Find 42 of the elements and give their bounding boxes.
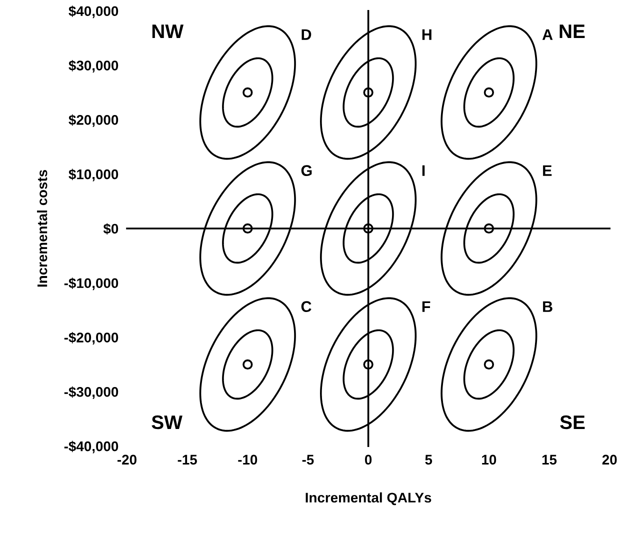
x-tick-label: 10 xyxy=(482,454,496,465)
point xyxy=(484,87,494,98)
annotation: SW xyxy=(152,415,182,430)
annotation: A xyxy=(542,29,553,40)
y-tick-label: $0 xyxy=(103,223,118,235)
y-axis-title: Incremental costs xyxy=(37,170,48,287)
point xyxy=(242,87,253,98)
x-axis-title: Incremental QALYs xyxy=(306,492,432,506)
annotation: C xyxy=(301,301,312,312)
y-tick-label: -$40,000 xyxy=(64,440,118,454)
x-tick-label: -5 xyxy=(302,454,314,465)
x-tick-label: -20 xyxy=(118,454,136,465)
point xyxy=(484,223,494,234)
annotation: SE xyxy=(560,415,585,430)
y-tick-label: $40,000 xyxy=(68,6,118,18)
annotation: I xyxy=(422,165,425,176)
annotation: B xyxy=(543,301,552,312)
x-tick-label: 15 xyxy=(542,454,557,465)
y-tick-label: $30,000 xyxy=(68,60,118,72)
x-tick-label: 5 xyxy=(425,454,432,465)
y-tick-label: -$10,000 xyxy=(64,278,118,290)
x-tick-label: 20 xyxy=(602,454,617,465)
annotation: H xyxy=(422,29,432,40)
x-tick-label: -15 xyxy=(178,454,197,465)
x-tick-label: -10 xyxy=(238,454,258,465)
y-tick-label: -$30,000 xyxy=(64,386,118,399)
point xyxy=(363,223,374,234)
annotation: NW xyxy=(152,24,184,38)
point xyxy=(363,359,374,370)
point xyxy=(363,87,374,98)
point xyxy=(242,359,253,370)
annotation: D xyxy=(302,29,312,40)
x-tick-label: 0 xyxy=(364,454,372,465)
annotation: F xyxy=(422,301,430,312)
annotation: G xyxy=(301,165,312,176)
y-tick-label: -$20,000 xyxy=(64,332,118,344)
point xyxy=(242,223,253,234)
y-tick-label: $20,000 xyxy=(68,114,118,127)
point xyxy=(484,359,494,370)
y-tick-label: $10,000 xyxy=(68,168,118,182)
annotation: E xyxy=(543,165,552,176)
annotation: NE xyxy=(560,24,585,38)
